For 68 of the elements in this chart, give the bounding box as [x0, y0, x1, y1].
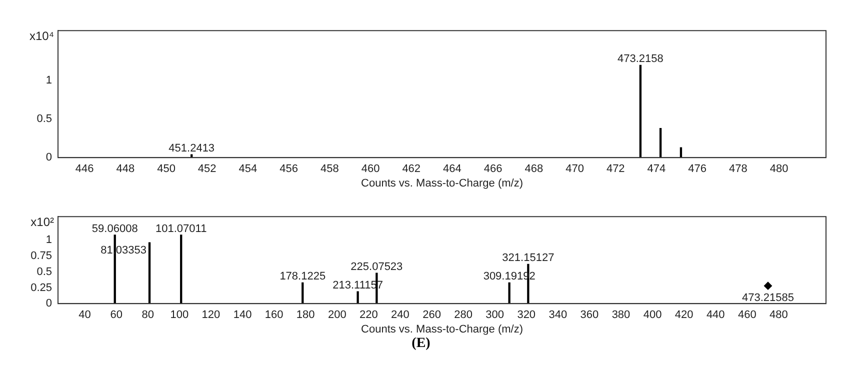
x-tick-label: 80: [142, 309, 154, 322]
x-tick-label: 300: [486, 309, 504, 322]
x-tick-label: 360: [580, 309, 599, 322]
annotation: 178.1225: [280, 270, 326, 283]
x-tick-label: 476: [688, 163, 706, 176]
annotation: 473.2158: [618, 53, 664, 66]
x-tick-label: 200: [328, 309, 346, 322]
x-tick-label: 180: [296, 309, 315, 322]
x-tick-label: 140: [233, 309, 252, 322]
x-tick-label: 472: [606, 163, 625, 176]
y-tick-label: 0.5: [36, 266, 52, 278]
y-tick-label: 0: [46, 298, 52, 310]
bar: [148, 242, 151, 304]
x-tick-label: 468: [524, 163, 544, 176]
x-tick-label: 440: [706, 309, 725, 322]
x-tick-label: 260: [422, 309, 441, 322]
y-tick-label: 0.25: [30, 282, 52, 294]
x-tick-label: 320: [517, 309, 536, 322]
annotation: 451.2413: [168, 142, 215, 155]
x-tick-label: 458: [320, 163, 339, 176]
x-tick-label: 420: [674, 309, 694, 322]
x-axis-title: Counts vs. Mass-to-Charge (m/z): [361, 177, 523, 190]
x-tick-label: 100: [170, 309, 189, 322]
x-axis-title: Counts vs. Mass-to-Charge (m/z): [361, 323, 523, 336]
x-tick-label: 450: [157, 163, 176, 176]
annotation: 225.07523: [350, 261, 403, 274]
x-tick-label: 448: [116, 163, 135, 176]
x-tick-label: 462: [402, 163, 421, 176]
bar: [356, 291, 359, 304]
annotation: 59.06008: [92, 223, 138, 236]
x-tick-label: 460: [738, 309, 756, 322]
x-tick-label: 480: [770, 163, 788, 176]
x-tick-label: 220: [359, 309, 378, 322]
annotation: 473.21585: [742, 292, 794, 304]
x-tick-label: 480: [770, 309, 788, 322]
x-tick-label: 380: [612, 309, 630, 322]
x-tick-label: 456: [280, 163, 298, 176]
x-tick-label: 240: [391, 309, 410, 322]
text: (E): [410, 336, 432, 352]
y-tick-label: 1: [46, 234, 52, 246]
x-tick-label: 60: [110, 309, 122, 322]
y-axis-title: x10⁴: [29, 28, 54, 43]
bar: [180, 234, 182, 304]
annotation: 321.15127: [502, 252, 554, 264]
annotation: 101.07011: [156, 223, 207, 236]
y-tick-label: 0: [46, 152, 52, 164]
bar: [659, 128, 662, 158]
x-tick-label: 280: [454, 309, 472, 322]
x-tick-label: 340: [548, 309, 568, 322]
y-tick-label: 0.75: [30, 250, 52, 262]
bar: [639, 64, 642, 158]
x-tick-label: 454: [238, 163, 258, 176]
x-tick-label: 452: [198, 163, 216, 176]
x-tick-label: 160: [264, 309, 284, 322]
x-tick-label: 478: [728, 163, 748, 176]
x-tick-label: 460: [361, 163, 380, 176]
x-tick-label: 400: [643, 309, 662, 322]
x-tick-label: 474: [647, 163, 666, 176]
y-axis-title: x10²: [30, 214, 54, 229]
x-tick-label: 464: [443, 163, 462, 176]
x-tick-label: 120: [202, 309, 220, 322]
x-tick-label: 470: [566, 163, 584, 176]
x-tick-label: 466: [484, 163, 502, 176]
bar: [508, 282, 510, 304]
x-tick-label: 446: [75, 163, 94, 176]
x-tick-label: 40: [78, 309, 91, 322]
y-tick-label: 1: [46, 74, 52, 87]
y-tick-label: 0.5: [36, 113, 52, 126]
